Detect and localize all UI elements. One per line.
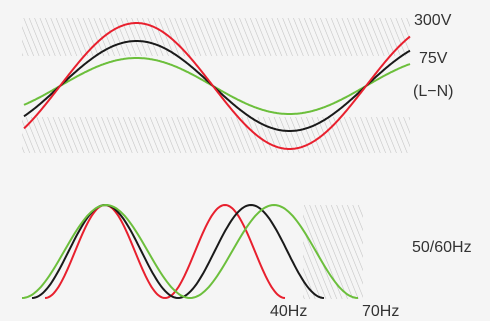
frequency-wave-50-60hz-cycle-1 <box>31 203 179 299</box>
frequency-hatch-band <box>303 205 363 299</box>
voltage-wave-75v <box>23 57 411 115</box>
voltage-wave-300v <box>23 22 411 150</box>
voltage-min-label: 75V <box>419 50 448 67</box>
frequency-high-label: 70Hz <box>362 303 399 320</box>
voltage-max-label: 300V <box>414 12 452 29</box>
voltage-mode-label: (L−N) <box>413 83 453 100</box>
voltage-lower-hatch-band <box>22 117 410 153</box>
frequency-low-label: 40Hz <box>270 303 307 320</box>
frequency-wave-50-60hz-cycle-2 <box>177 203 325 299</box>
voltage-upper-hatch-band <box>22 18 410 56</box>
frequency-wave-40hz-cycle-1 <box>21 203 191 299</box>
frequency-wave-40hz-cycle-2 <box>189 203 359 299</box>
frequency-range-label: 50/60Hz <box>412 239 472 256</box>
frequency-wave-70hz-cycle-2 <box>164 203 286 299</box>
